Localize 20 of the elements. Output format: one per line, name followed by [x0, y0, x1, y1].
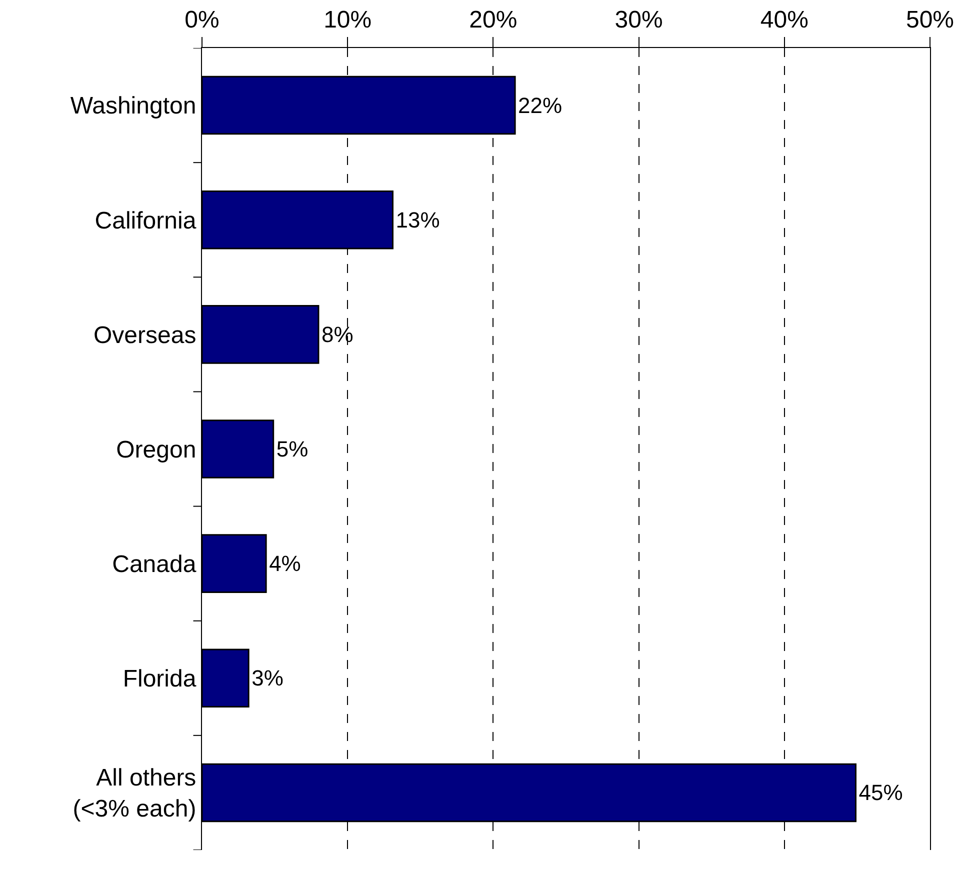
x-tick-label: 0%: [184, 6, 220, 34]
y-tick-label: Washington: [70, 92, 196, 120]
y-tick-label: Overseas: [93, 322, 196, 349]
data-label: 13%: [396, 207, 440, 232]
x-tick-label: 20%: [469, 6, 518, 34]
y-tick-label: Canada: [112, 550, 197, 578]
data-label: 45%: [858, 780, 903, 806]
data-label: 22%: [518, 92, 562, 118]
x-tick-label: 50%: [906, 6, 954, 34]
data-label: 8%: [321, 322, 354, 347]
data-label: 3%: [252, 666, 284, 691]
y-tick-label: California: [94, 207, 197, 234]
data-label: 5%: [276, 436, 308, 462]
x-tick-label: 10%: [324, 6, 372, 34]
y-tick-label: All others (<3% each): [72, 764, 196, 823]
data-label: 4%: [269, 551, 301, 576]
y-tick-label: Florida: [122, 666, 197, 693]
y-tick-label: Oregon: [116, 436, 196, 464]
x-tick-label: 30%: [614, 6, 663, 34]
x-tick-label: 40%: [760, 6, 808, 34]
